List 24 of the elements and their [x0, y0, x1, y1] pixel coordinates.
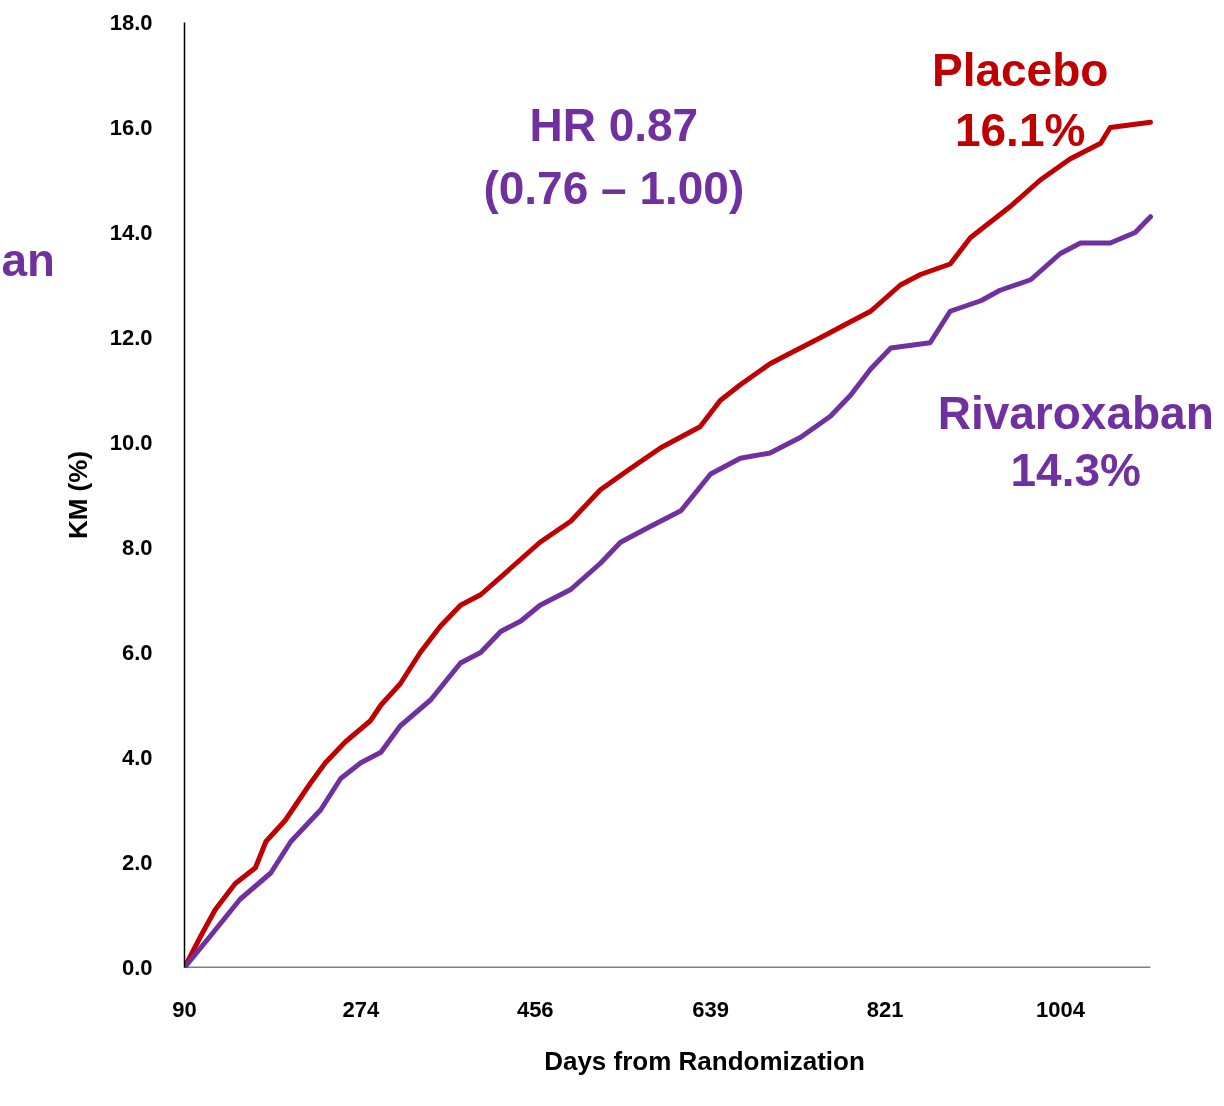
x-tick-label: 1004	[1035, 996, 1086, 1022]
y-tick-label: 14.0	[109, 220, 153, 245]
x-axis-title: Days from Randomization	[544, 1045, 865, 1076]
x-tick-label: 639	[692, 996, 729, 1022]
y-tick-label: 8.0	[121, 535, 153, 560]
y-tick-label: 16.0	[109, 115, 153, 140]
text: an	[1, 234, 56, 287]
annotation: HR 0.87 (0.76 – 1.00)	[483, 99, 745, 214]
x-tick-label: 90	[172, 996, 197, 1022]
y-tick-label: 0.0	[121, 955, 153, 980]
y-tick-label: 10.0	[109, 430, 153, 455]
x-tick-label: 821	[866, 996, 904, 1022]
y-tick-label: 12.0	[109, 325, 153, 350]
y-axis-title: KM (%)	[62, 450, 93, 540]
series-label: Placebo	[931, 43, 1109, 96]
annotation: 16.1%	[954, 104, 1086, 157]
series-label: Rivaroxaban	[937, 386, 1214, 439]
y-tick-label: 2.0	[121, 850, 153, 875]
x-tick-label: 274	[342, 996, 380, 1022]
x-tick-label: 456	[516, 996, 554, 1022]
y-tick-label: 4.0	[121, 745, 153, 770]
annotation: 14.3%	[1010, 444, 1141, 497]
y-tick-label: 18.0	[109, 10, 153, 35]
y-tick-label: 6.0	[121, 640, 153, 665]
